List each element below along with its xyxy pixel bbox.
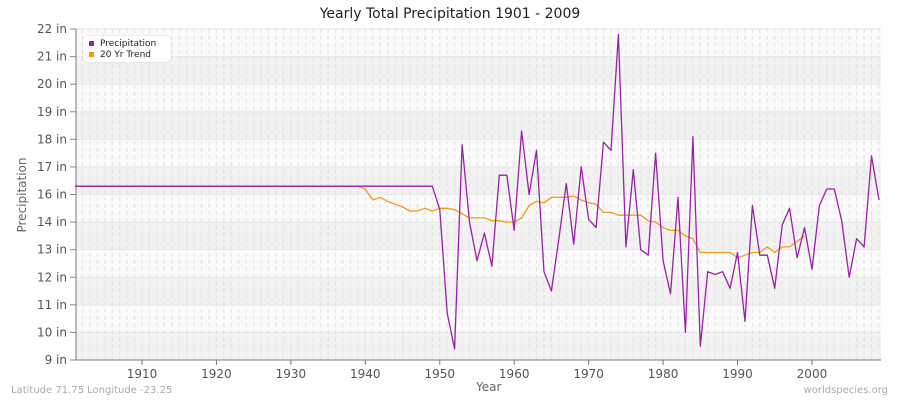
y-tick-label: 21 in xyxy=(37,50,67,64)
legend-label: Precipitation xyxy=(100,38,157,49)
grid-band xyxy=(76,332,881,360)
y-tick-label: 10 in xyxy=(37,325,67,339)
legend-item-trend: 20 Yr Trend xyxy=(89,49,171,60)
precipitation-line xyxy=(75,33,880,350)
y-tick-label: 13 in xyxy=(37,243,67,257)
y-tick-label: 22 in xyxy=(37,22,67,36)
x-tick-label: 1950 xyxy=(424,367,455,381)
y-tick-label: 16 in xyxy=(37,188,67,202)
legend-swatch-icon xyxy=(89,52,94,57)
grid-band xyxy=(76,84,881,112)
grid-band xyxy=(76,111,881,140)
x-tick-label: 1990 xyxy=(722,367,753,381)
y-tick-label: 11 in xyxy=(37,298,67,312)
grid-band xyxy=(76,56,881,85)
x-tick-label: 1910 xyxy=(127,367,158,381)
legend: Precipitation 20 Yr Trend xyxy=(83,36,171,62)
y-tick-label: 19 in xyxy=(37,105,67,119)
y-tick-label: 14 in xyxy=(37,215,67,229)
y-tick-label: 9 in xyxy=(45,353,67,367)
x-tick-label: 1930 xyxy=(276,367,307,381)
x-tick-label: 1960 xyxy=(499,367,530,381)
legend-item-precipitation: Precipitation xyxy=(89,38,171,49)
y-tick-label: 20 in xyxy=(37,77,67,91)
y-tick-label: 17 in xyxy=(37,160,67,174)
x-tick-label: 1980 xyxy=(648,367,679,381)
y-tick-label: 12 in xyxy=(37,270,67,284)
x-tick-label: 1970 xyxy=(573,367,604,381)
grid-band xyxy=(76,304,881,333)
x-tick-label: 2000 xyxy=(797,367,828,381)
y-tick-label: 18 in xyxy=(37,132,67,146)
grid-band xyxy=(76,166,881,195)
source-caption: worldspecies.org xyxy=(803,385,888,396)
location-caption: Latitude 71.75 Longitude -23.25 xyxy=(11,385,173,396)
x-tick-label: 1940 xyxy=(350,367,381,381)
y-axis-label: Precipitation xyxy=(15,157,29,233)
legend-swatch-icon xyxy=(89,41,94,46)
x-tick-label: 1920 xyxy=(201,367,232,381)
grid-band xyxy=(76,29,881,57)
chart-title: Yearly Total Precipitation 1901 - 2009 xyxy=(319,6,581,22)
x-axis-label: Year xyxy=(476,380,502,394)
grid-band xyxy=(76,222,881,250)
grid-band xyxy=(76,139,881,167)
legend-label: 20 Yr Trend xyxy=(100,49,152,60)
